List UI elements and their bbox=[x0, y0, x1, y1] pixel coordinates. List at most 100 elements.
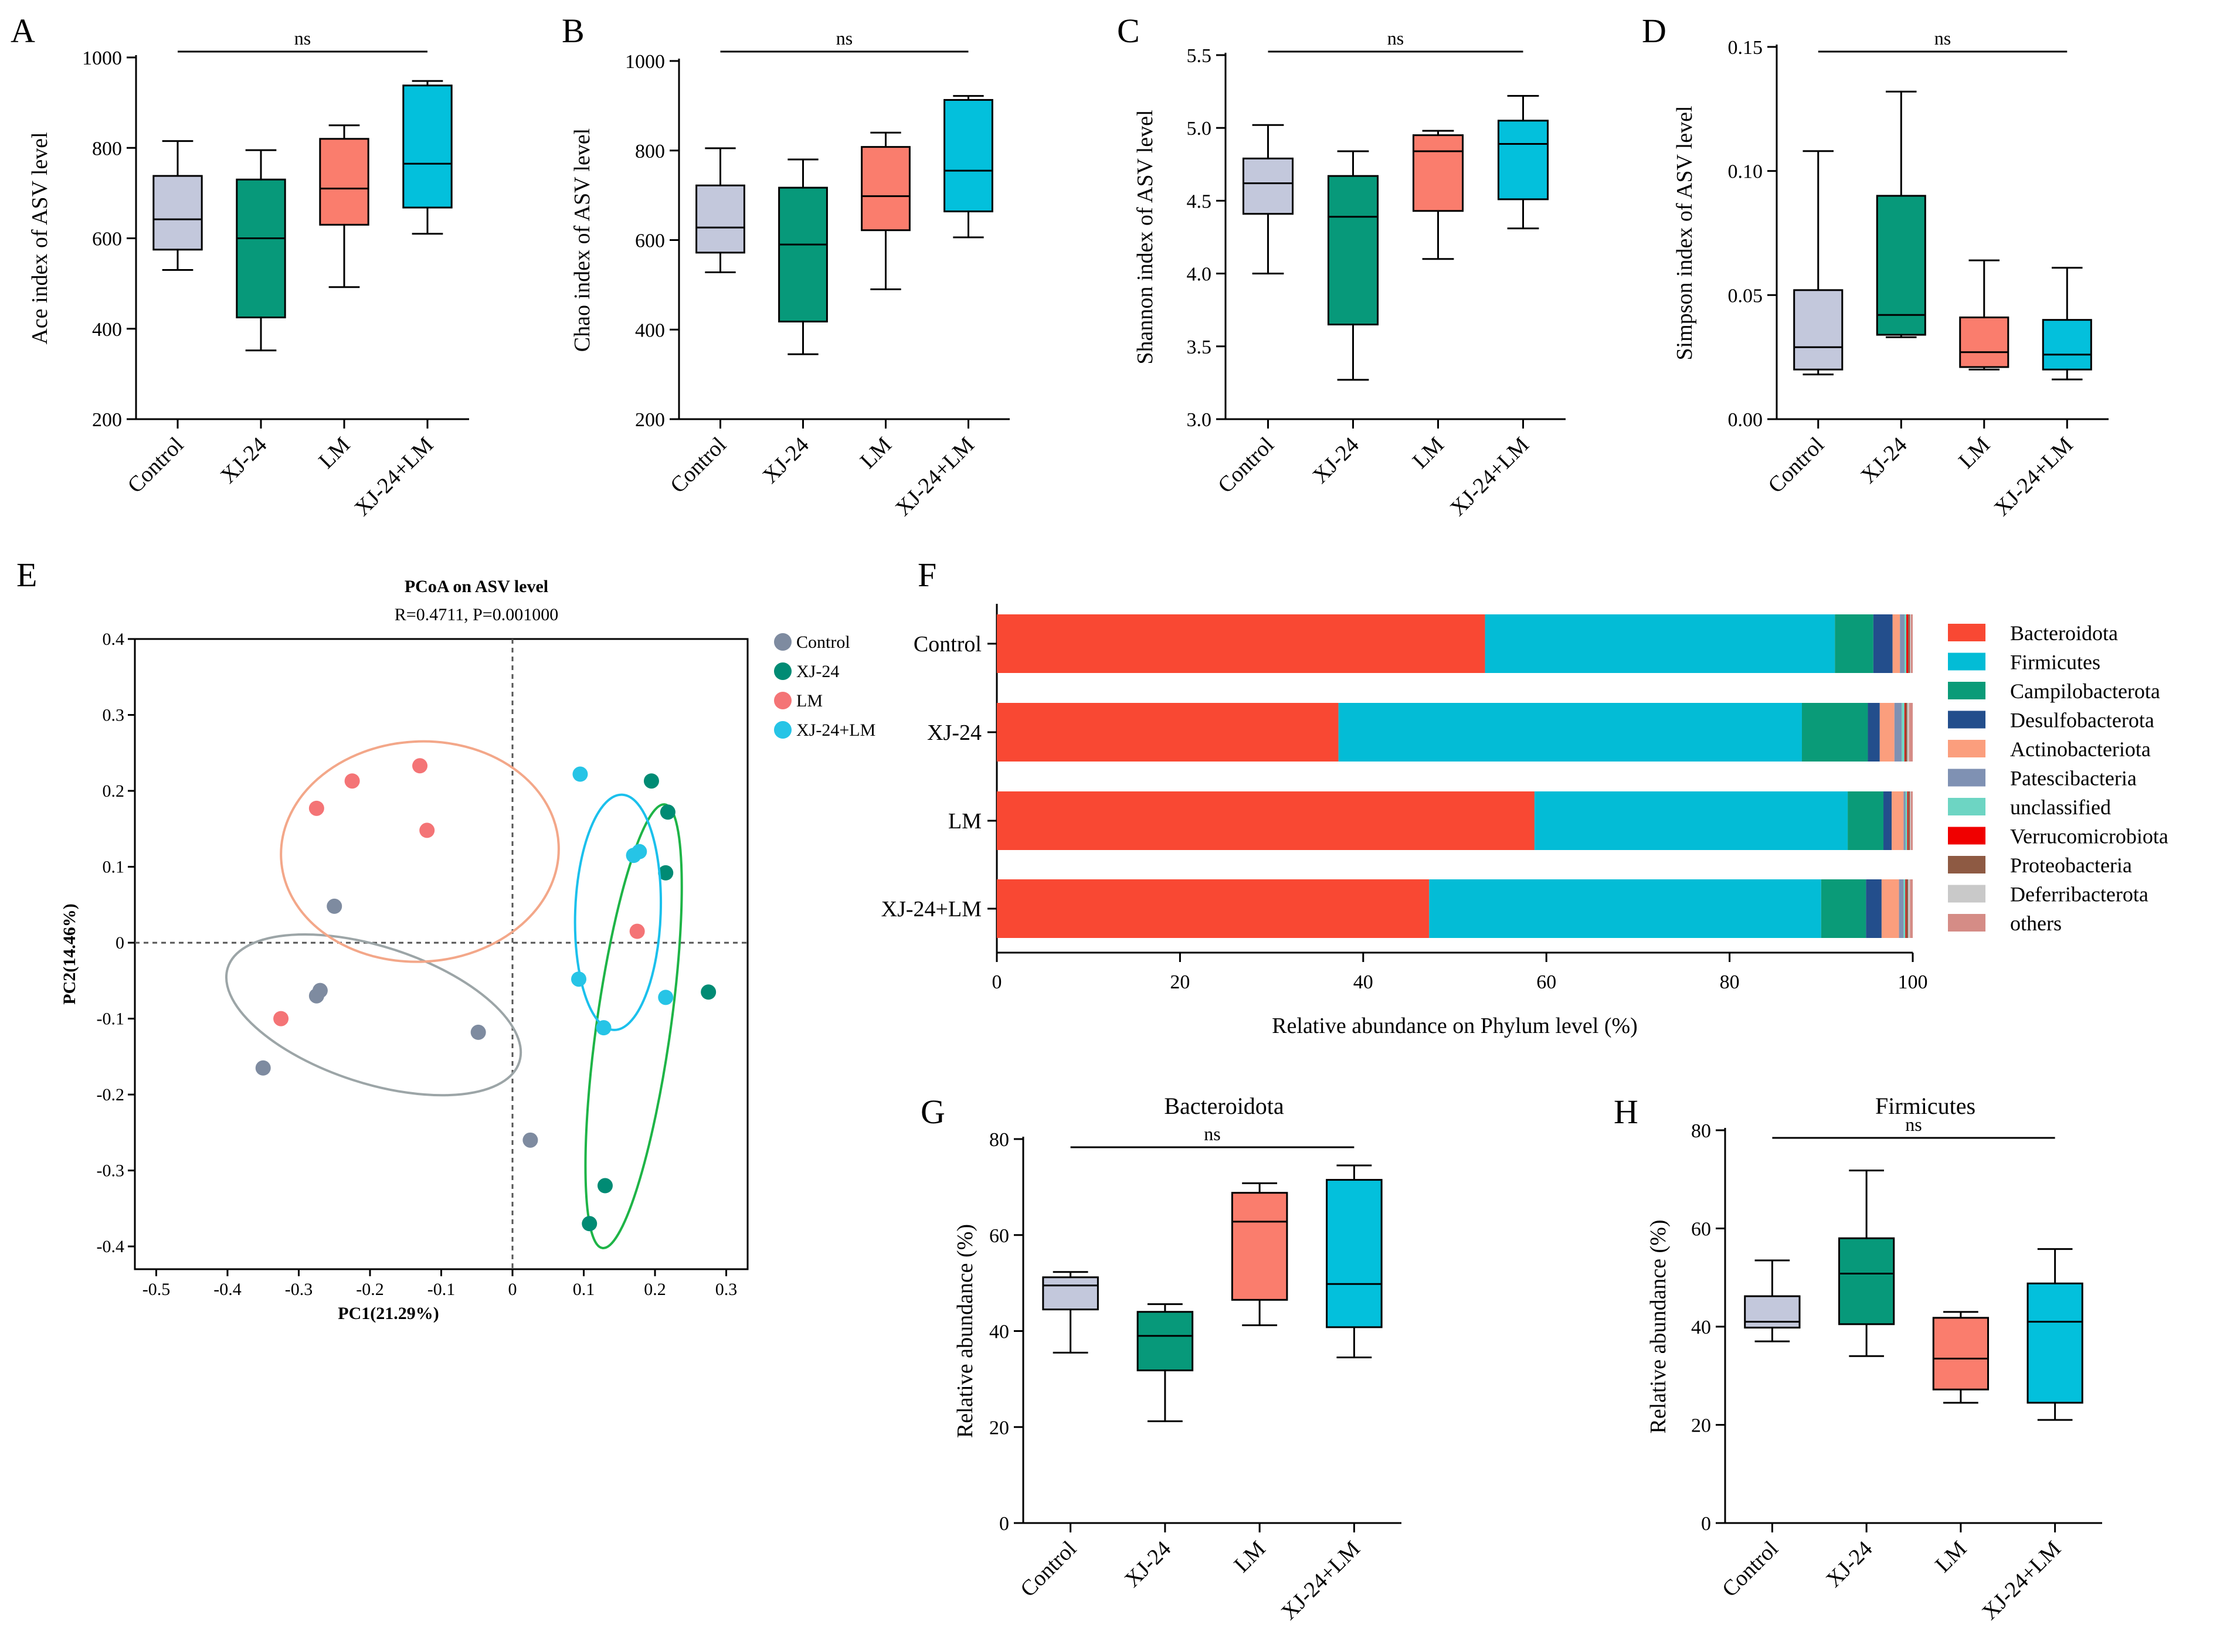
x-tick-label: XJ-24+LM bbox=[1977, 1537, 2066, 1625]
significance-label: ns bbox=[1387, 28, 1404, 49]
series-xj-24-lm bbox=[571, 766, 674, 1036]
bar-segment-others bbox=[1910, 791, 1913, 850]
bar-segment-proteobacteria bbox=[1906, 879, 1909, 938]
y-tick-label: LM bbox=[948, 809, 982, 834]
bar-segment-patescibacteria bbox=[1894, 703, 1902, 762]
x-tick-label: XJ-24+LM bbox=[1277, 1537, 1365, 1625]
x-tick-label: -0.5 bbox=[142, 1280, 171, 1299]
x-tick-label: XJ-24 bbox=[1120, 1537, 1176, 1592]
y-tick-label: 0 bbox=[1701, 1513, 1711, 1535]
panel-title: Bacteroidota bbox=[1164, 1093, 1284, 1119]
box-iqr bbox=[1412, 134, 1464, 212]
confidence-ellipse bbox=[280, 740, 560, 963]
panel-label: F bbox=[918, 556, 936, 594]
box-iqr bbox=[1231, 1192, 1288, 1301]
box-iqr bbox=[1959, 316, 2009, 368]
legend-swatch bbox=[1948, 652, 1985, 671]
y-axis-label: Simpson index of ASV level bbox=[1672, 106, 1697, 360]
legend-label: XJ-24 bbox=[796, 662, 839, 681]
bar-segment-firmicutes bbox=[1429, 879, 1821, 938]
bar-segment-others bbox=[1910, 614, 1913, 673]
y-tick-label: -0.4 bbox=[97, 1237, 125, 1256]
data-point bbox=[412, 758, 428, 774]
legend-marker bbox=[774, 662, 792, 680]
y-tick-label: 4.5 bbox=[1187, 191, 1212, 212]
x-tick-label: 0.2 bbox=[644, 1280, 666, 1299]
x-tick-label: Control bbox=[1763, 433, 1829, 498]
data-point bbox=[572, 766, 588, 782]
bar-segment-firmicutes bbox=[1485, 614, 1835, 673]
bar-segment-proteobacteria bbox=[1905, 703, 1907, 762]
x-tick-label: 0 bbox=[992, 971, 1002, 993]
legend-label: Firmicutes bbox=[2010, 651, 2100, 674]
significance-label: ns bbox=[1204, 1123, 1220, 1144]
y-tick-label: 400 bbox=[635, 319, 665, 341]
panel-b: B 200 400 600 800 1000 Chao index of ASV level… bbox=[562, 12, 1010, 521]
x-tick-label: XJ-24 bbox=[1308, 433, 1363, 488]
y-tick-label: 600 bbox=[635, 230, 665, 252]
data-point bbox=[701, 984, 717, 1000]
significance-label: ns bbox=[294, 28, 311, 49]
panel-a: A 200 400 600 800 1000 Ace index of ASV level n… bbox=[11, 12, 469, 521]
bar-segment-proteobacteria bbox=[1908, 791, 1910, 850]
y-tick-label: 600 bbox=[92, 229, 122, 250]
legend-swatch bbox=[1948, 740, 1985, 757]
panel-title: Firmicutes bbox=[1875, 1093, 1975, 1119]
y-tick-label: 200 bbox=[92, 409, 122, 431]
data-point bbox=[419, 822, 435, 838]
y-tick-label: XJ-24+LM bbox=[881, 897, 982, 922]
x-tick-label: 0 bbox=[508, 1280, 517, 1299]
bar-segment-firmicutes bbox=[1534, 791, 1848, 850]
box-iqr bbox=[1838, 1237, 1895, 1325]
box-iqr bbox=[1326, 1179, 1383, 1328]
y-tick-label: 1000 bbox=[625, 51, 665, 73]
x-tick-label: XJ-24 bbox=[1821, 1537, 1877, 1592]
y-axis-label: Relative abundance (%) bbox=[953, 1224, 977, 1438]
y-tick-label: 0 bbox=[999, 1513, 1009, 1535]
y-tick-label: Control bbox=[914, 632, 982, 657]
x-tick-label: 60 bbox=[1536, 971, 1556, 993]
bar-segment-campilobacterota bbox=[1835, 614, 1873, 673]
legend-label: Desulfobacterota bbox=[2010, 709, 2154, 732]
box-xj-24-lm bbox=[943, 95, 993, 239]
x-tick-label: XJ-24+LM bbox=[1445, 433, 1534, 521]
y-axis-label: PC2(14.46%) bbox=[60, 903, 79, 1004]
x-tick-label: 0.3 bbox=[715, 1280, 738, 1299]
box-iqr bbox=[943, 98, 993, 213]
y-tick-label: 40 bbox=[989, 1321, 1009, 1343]
y-tick-label: 40 bbox=[1691, 1317, 1711, 1338]
bar-segment-others bbox=[1910, 879, 1913, 938]
bar-segment-desulfobacterota bbox=[1868, 703, 1880, 762]
legend-swatch bbox=[1948, 769, 1985, 787]
bar-segment-campilobacterota bbox=[1801, 703, 1868, 762]
x-tick-label: 20 bbox=[1170, 971, 1190, 993]
bar-segment-unclassified bbox=[1905, 791, 1907, 850]
bar-segment-campilobacterota bbox=[1848, 791, 1884, 850]
box-control bbox=[1042, 1271, 1099, 1354]
data-point bbox=[596, 1020, 612, 1036]
bar-segment-deferribacterota bbox=[1910, 791, 1911, 850]
y-tick-label: 200 bbox=[635, 409, 665, 431]
panel-label: A bbox=[11, 12, 35, 50]
legend-marker bbox=[774, 633, 792, 651]
legend-swatch bbox=[1948, 624, 1985, 641]
bar-segment-desulfobacterota bbox=[1866, 879, 1882, 938]
x-tick-label: LM bbox=[1930, 1537, 1971, 1578]
data-point bbox=[629, 923, 645, 939]
box-iqr bbox=[1497, 120, 1549, 200]
bar-segment-desulfobacterota bbox=[1883, 791, 1892, 850]
series-lm bbox=[273, 740, 645, 1026]
box-iqr bbox=[695, 184, 745, 254]
y-tick-label: 0 bbox=[116, 933, 124, 953]
x-tick-label: LM bbox=[314, 433, 355, 474]
box-xj-24-lm bbox=[2042, 267, 2092, 380]
panel-d: D 0.00 0.05 0.10 0.15 Simpson index of ASV le… bbox=[1642, 12, 2109, 521]
box-lm bbox=[861, 131, 911, 291]
box-lm bbox=[1231, 1182, 1288, 1327]
box-iqr bbox=[1876, 195, 1926, 336]
x-tick-label: 0.1 bbox=[573, 1280, 595, 1299]
y-axis-label: Ace index of ASV level bbox=[28, 132, 52, 344]
x-tick-label: -0.4 bbox=[213, 1280, 242, 1299]
y-axis-label: Chao index of ASV level bbox=[570, 128, 595, 352]
panel-label: B bbox=[562, 12, 585, 50]
